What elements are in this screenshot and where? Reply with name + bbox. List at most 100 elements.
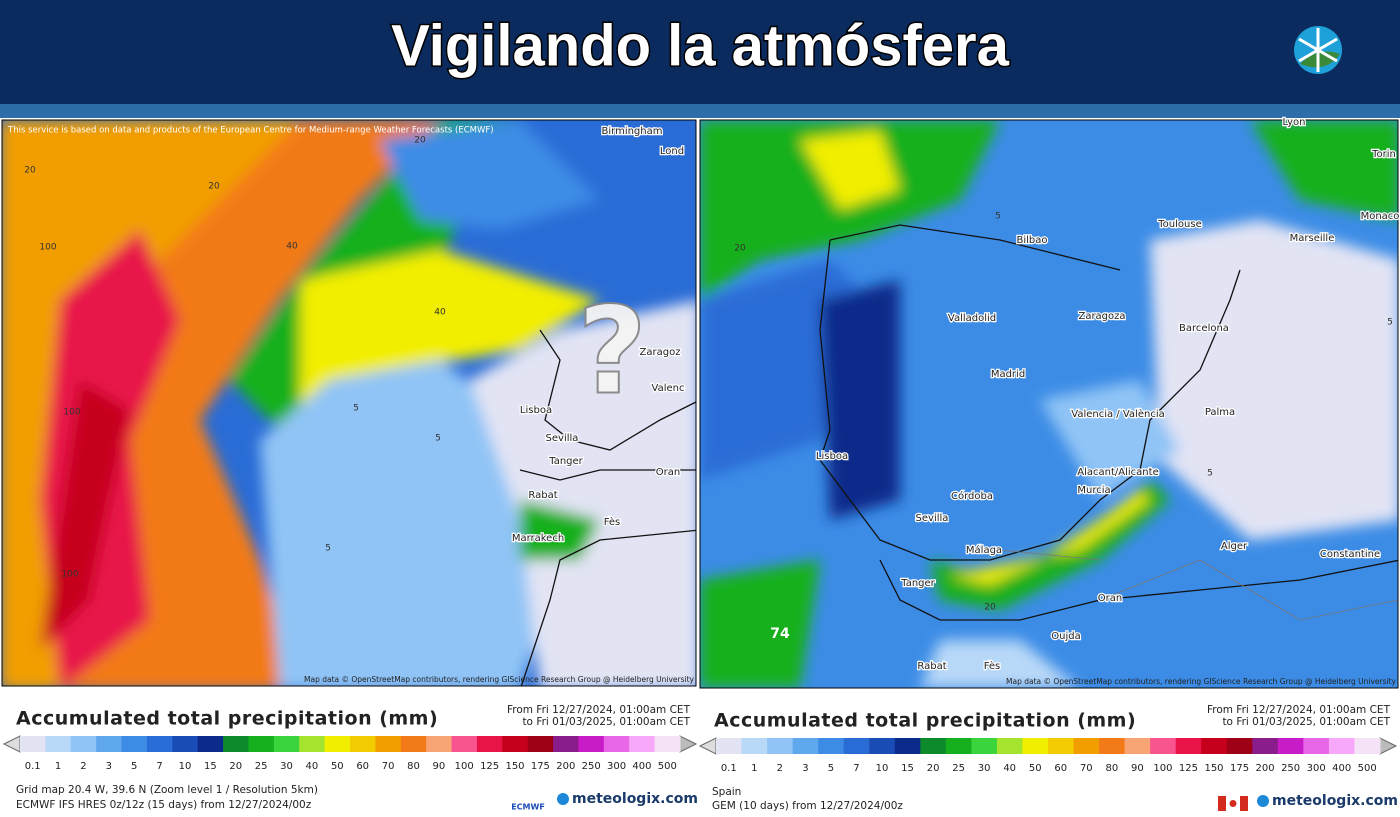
ecmwf-map xyxy=(2,120,696,686)
scale-swatch xyxy=(716,738,743,754)
scale-label: 7 xyxy=(156,761,162,772)
legend-title: Accumulated total precipitation (mm) xyxy=(714,710,1136,732)
city-label: Barcelona xyxy=(1179,323,1229,334)
city-label: Oran xyxy=(1098,593,1122,604)
map-attribution: Map data © OpenStreetMap contributors, r… xyxy=(1006,677,1397,686)
scale-swatch xyxy=(248,736,275,752)
scale-label: 2 xyxy=(777,763,783,774)
scale-swatch xyxy=(894,738,921,754)
scale-arrow xyxy=(698,737,717,755)
contour-label: 100 xyxy=(63,408,80,418)
scale-swatch xyxy=(45,736,72,752)
city-label: Valenc xyxy=(652,383,685,394)
scale-swatch xyxy=(741,738,768,754)
city-label: Alger xyxy=(1221,541,1248,552)
scale-label: 500 xyxy=(1358,763,1377,774)
scale-label: 10 xyxy=(179,761,192,772)
scale-swatch xyxy=(20,736,46,752)
city-label: Málaga xyxy=(966,544,1002,556)
scale-label: 60 xyxy=(356,761,369,772)
scale-swatch xyxy=(1099,738,1126,754)
city-label: Oran xyxy=(656,467,680,478)
scale-swatch xyxy=(96,736,123,752)
scale-label: 25 xyxy=(255,761,268,772)
scale-swatch xyxy=(869,738,896,754)
scale-swatch xyxy=(299,736,326,752)
scale-swatch xyxy=(843,738,870,754)
city-label: Palma xyxy=(1205,407,1235,418)
city-label: Monaco xyxy=(1361,211,1400,222)
ecmwf-logo: ECMWF xyxy=(511,803,545,812)
scale-swatch xyxy=(553,736,579,752)
brand-icon xyxy=(557,793,569,805)
contour-label: 20 xyxy=(208,182,220,192)
scale-swatch xyxy=(1124,738,1151,754)
date-to: to Fri 01/03/2025, 01:00am CET xyxy=(522,716,690,728)
scale-label: 400 xyxy=(632,761,651,772)
scale-swatch xyxy=(1022,738,1049,754)
scale-swatch xyxy=(375,736,402,752)
scale-arrow xyxy=(2,735,21,753)
contour-label: 74 xyxy=(770,626,790,642)
snowflake-logo xyxy=(1294,26,1342,74)
city-label: Zaragoza xyxy=(1078,311,1125,322)
scale-label: 125 xyxy=(1179,763,1198,774)
scale-swatch xyxy=(1277,738,1304,754)
ecmwf-notice: This service is based on data and produc… xyxy=(7,126,494,136)
header-stripe xyxy=(0,104,1400,118)
city-label: Fès xyxy=(984,660,1001,672)
scale-swatch xyxy=(1354,738,1381,754)
scale-label: 200 xyxy=(556,761,575,772)
contour-label: 5 xyxy=(435,434,441,444)
scale-label: 250 xyxy=(582,761,601,772)
contour-label: 20 xyxy=(24,166,36,176)
scale-label: 70 xyxy=(382,761,395,772)
contour-label: 20 xyxy=(984,603,996,613)
city-label: Birmingham xyxy=(602,126,663,137)
scale-label: 25 xyxy=(952,763,965,774)
scale-swatch xyxy=(197,736,224,752)
city-label: Tanger xyxy=(900,578,935,589)
gem-map xyxy=(700,120,1398,688)
scale-label: 250 xyxy=(1281,763,1300,774)
footer-line: ECMWF IFS HRES 0z/12z (15 days) from 12/… xyxy=(16,799,312,811)
scale-swatch xyxy=(578,736,605,752)
scale-label: 40 xyxy=(1003,763,1016,774)
scale-label: 15 xyxy=(901,763,914,774)
question-mark: ? xyxy=(577,283,647,422)
contour-label: 5 xyxy=(1207,469,1213,479)
title: Vigilando la atmósfera xyxy=(391,13,1010,78)
scale-swatch xyxy=(70,736,97,752)
scale-swatch xyxy=(1303,738,1330,754)
scale-swatch xyxy=(1073,738,1100,754)
scale-swatch xyxy=(971,738,998,754)
city-label: Toulouse xyxy=(1157,219,1201,230)
scale-label: 400 xyxy=(1332,763,1351,774)
canada-flag xyxy=(1218,796,1248,811)
contour-label: 5 xyxy=(1387,318,1393,328)
scale-label: 7 xyxy=(853,763,859,774)
scale-label: 150 xyxy=(1204,763,1223,774)
city-label: Murcia xyxy=(1077,485,1110,496)
scale-label: 100 xyxy=(455,761,474,772)
scale-swatch xyxy=(1150,738,1177,754)
city-label: Marrakech xyxy=(512,533,564,544)
city-label: Valladolid xyxy=(948,313,996,324)
scale-label: 3 xyxy=(802,763,808,774)
scale-swatch xyxy=(818,738,845,754)
scale-label: 5 xyxy=(131,761,137,772)
scale-label: 50 xyxy=(1029,763,1042,774)
scale-label: 30 xyxy=(978,763,991,774)
scale-label: 150 xyxy=(505,761,524,772)
city-label: Alacant/Alicante xyxy=(1077,467,1158,478)
scale-label: 60 xyxy=(1054,763,1067,774)
scale-swatch xyxy=(476,736,503,752)
city-label: Rabat xyxy=(528,490,557,501)
scale-label: 0.1 xyxy=(721,763,737,774)
city-label: Rabat xyxy=(917,661,946,672)
scale-label: 175 xyxy=(531,761,550,772)
city-label: Zaragoz xyxy=(640,347,681,358)
contour-label: 20 xyxy=(734,244,746,254)
scale-swatch xyxy=(767,738,794,754)
scale-label: 0.1 xyxy=(25,761,41,772)
